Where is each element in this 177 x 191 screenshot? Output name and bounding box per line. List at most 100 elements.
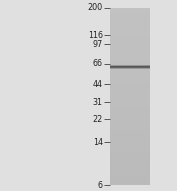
Bar <box>110 128 150 130</box>
Bar <box>110 159 150 160</box>
Bar <box>110 91 150 93</box>
Bar <box>110 105 150 107</box>
Bar <box>110 146 150 148</box>
Bar <box>110 130 150 132</box>
Bar <box>110 36 150 38</box>
Bar <box>110 8 150 185</box>
Text: 14: 14 <box>93 138 103 147</box>
Bar <box>110 169 150 171</box>
Bar <box>110 65 150 66</box>
Text: 116: 116 <box>88 31 103 40</box>
Text: 31: 31 <box>93 98 103 107</box>
Bar <box>110 20 150 22</box>
Bar <box>110 79 150 80</box>
Bar <box>110 43 150 45</box>
Bar <box>110 144 150 146</box>
Bar <box>110 61 150 63</box>
Bar <box>110 95 150 96</box>
Text: 44: 44 <box>93 80 103 89</box>
Bar <box>110 45 150 47</box>
Bar <box>110 70 150 72</box>
Bar <box>110 27 150 29</box>
Bar <box>110 107 150 109</box>
Bar <box>110 89 150 91</box>
Text: 97: 97 <box>92 40 103 49</box>
Bar <box>110 123 150 125</box>
Bar <box>110 176 150 178</box>
Bar <box>110 168 150 169</box>
Bar <box>110 141 150 143</box>
Bar <box>110 34 150 36</box>
Bar <box>110 15 150 16</box>
Bar <box>110 155 150 157</box>
Text: 200: 200 <box>88 3 103 12</box>
Bar <box>110 18 150 20</box>
Bar <box>110 11 150 13</box>
Bar <box>110 98 150 100</box>
Bar <box>110 40 150 41</box>
Bar <box>110 104 150 105</box>
Bar <box>110 127 150 128</box>
Bar <box>110 57 150 59</box>
Text: 66: 66 <box>93 59 103 68</box>
Bar <box>110 73 150 75</box>
Bar <box>110 47 150 49</box>
Bar <box>110 54 150 56</box>
Bar <box>110 17 150 18</box>
Bar <box>110 63 150 65</box>
Bar <box>110 24 150 25</box>
Text: 6: 6 <box>98 181 103 190</box>
Bar <box>110 180 150 182</box>
Bar <box>110 31 150 32</box>
Bar <box>110 87 150 89</box>
Bar <box>110 56 150 57</box>
Bar <box>110 102 150 104</box>
Bar <box>110 182 150 184</box>
Bar <box>110 173 150 175</box>
Text: 22: 22 <box>92 115 103 124</box>
Bar <box>110 8 150 9</box>
Bar <box>110 121 150 123</box>
Bar <box>110 134 150 136</box>
Bar <box>110 166 150 168</box>
Bar <box>110 25 150 27</box>
Bar <box>110 82 150 84</box>
Bar <box>110 52 150 54</box>
Bar <box>110 29 150 31</box>
Bar <box>110 116 150 118</box>
Bar <box>110 41 150 43</box>
Bar <box>110 143 150 144</box>
Bar <box>110 164 150 166</box>
Bar <box>110 148 150 150</box>
Bar <box>110 157 150 159</box>
Bar <box>110 160 150 162</box>
Bar <box>110 86 150 87</box>
Bar <box>110 178 150 180</box>
Bar <box>110 120 150 121</box>
Bar <box>110 162 150 164</box>
Bar <box>110 13 150 15</box>
Bar <box>110 136 150 137</box>
Bar <box>110 171 150 173</box>
Bar <box>110 153 150 155</box>
Bar <box>110 139 150 141</box>
Bar <box>110 137 150 139</box>
Bar <box>110 96 150 98</box>
Bar <box>110 38 150 40</box>
Bar <box>110 80 150 82</box>
Bar <box>110 84 150 86</box>
Bar <box>110 132 150 134</box>
Bar <box>110 49 150 50</box>
Bar <box>110 111 150 112</box>
Bar <box>110 93 150 95</box>
Bar <box>110 22 150 24</box>
Bar <box>110 114 150 116</box>
Bar <box>110 9 150 11</box>
Bar <box>110 150 150 151</box>
Bar <box>110 118 150 120</box>
Bar <box>110 50 150 52</box>
Bar <box>110 32 150 34</box>
Bar <box>110 72 150 73</box>
Bar <box>110 112 150 114</box>
Bar <box>110 59 150 61</box>
